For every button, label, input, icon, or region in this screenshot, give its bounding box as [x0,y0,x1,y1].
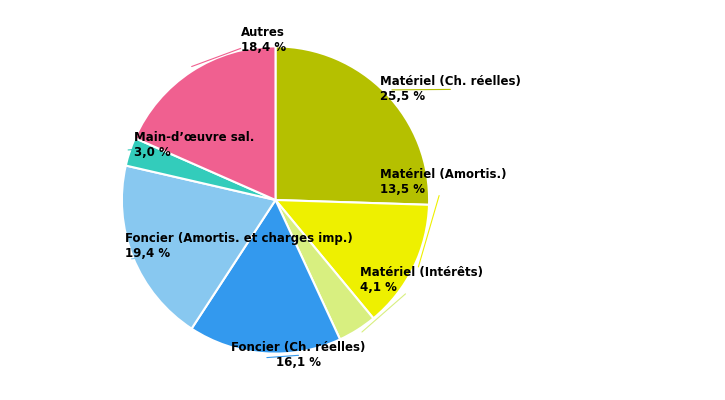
Text: Foncier (Amortis. et charges imp.)
19,4 %: Foncier (Amortis. et charges imp.) 19,4 … [125,232,353,260]
Wedge shape [276,46,429,205]
Wedge shape [191,200,340,354]
Wedge shape [276,200,429,318]
Wedge shape [126,138,276,200]
Text: Matériel (Intérêts)
4,1 %: Matériel (Intérêts) 4,1 % [360,266,483,332]
Text: Matériel (Amortis.)
13,5 %: Matériel (Amortis.) 13,5 % [380,168,507,267]
Text: Main-d’œuvre sal.
3,0 %: Main-d’œuvre sal. 3,0 % [128,131,254,159]
Text: Foncier (Ch. réelles)
16,1 %: Foncier (Ch. réelles) 16,1 % [231,341,365,369]
Wedge shape [135,46,276,200]
Wedge shape [122,166,276,329]
Wedge shape [276,200,373,339]
Text: Matériel (Ch. réelles)
25,5 %: Matériel (Ch. réelles) 25,5 % [380,76,521,104]
Text: Autres
18,4 %: Autres 18,4 % [191,26,286,66]
